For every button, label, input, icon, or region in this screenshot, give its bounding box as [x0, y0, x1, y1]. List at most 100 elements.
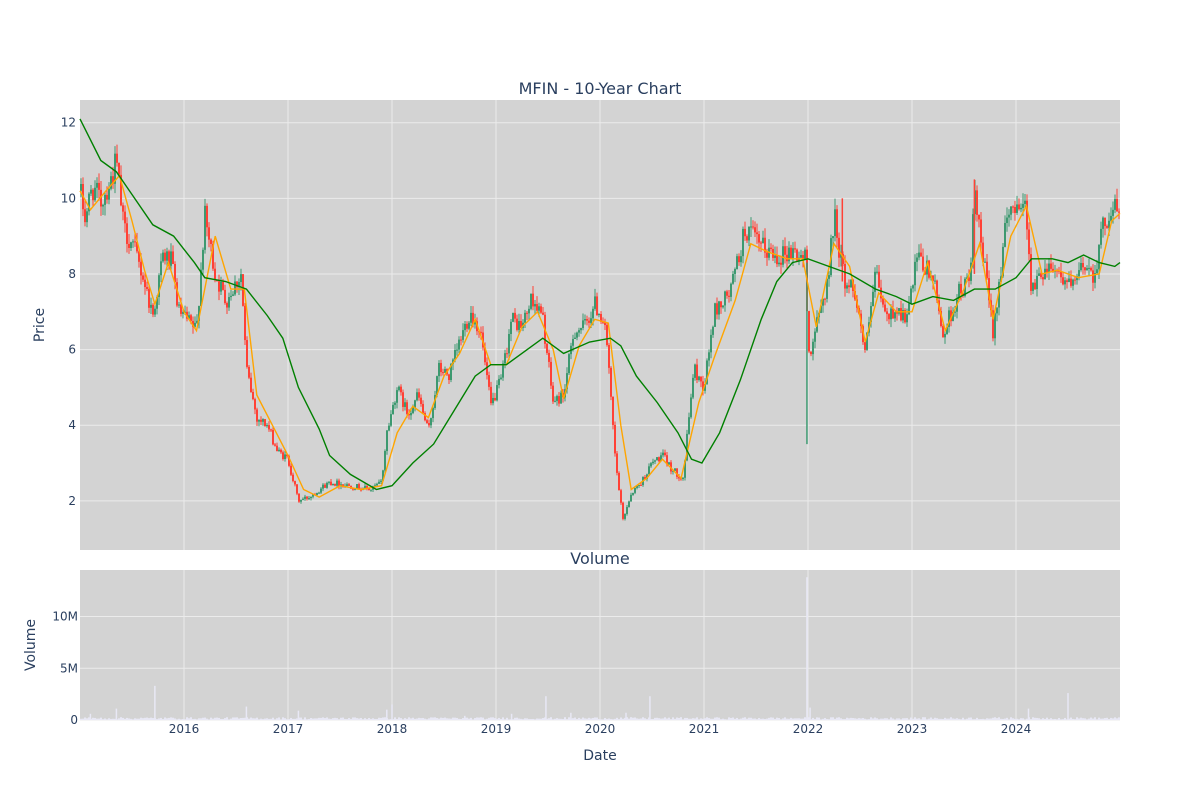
candle-body	[592, 308, 594, 319]
volume-bar	[516, 717, 518, 720]
volume-bar	[894, 719, 896, 720]
volume-bar	[522, 719, 524, 720]
volume-bar	[406, 718, 408, 720]
volume-bar	[924, 717, 926, 720]
candle-body	[870, 306, 872, 323]
volume-bar	[828, 719, 830, 720]
candle-body	[866, 332, 868, 350]
candle-body	[1114, 198, 1116, 210]
volume-bar	[296, 718, 298, 720]
candle-body	[232, 294, 234, 296]
volume-bar	[1054, 718, 1056, 720]
volume-bar	[664, 717, 666, 720]
volume-bar	[584, 718, 586, 720]
candle-body	[774, 255, 776, 258]
candle-body	[268, 425, 270, 430]
candle-body	[1034, 282, 1036, 290]
candle-body	[1062, 277, 1064, 285]
candle-body	[346, 484, 348, 486]
volume-y-tick-labels: 0 5M 10M	[52, 610, 78, 727]
candle-body	[608, 344, 610, 368]
candle-body	[1070, 278, 1072, 286]
candle-body	[182, 312, 184, 314]
volume-bar	[260, 718, 262, 720]
volume-bar	[534, 719, 536, 720]
candle-body	[204, 205, 206, 250]
volume-bar	[186, 717, 188, 720]
candle-body	[444, 369, 446, 373]
candle-body	[952, 312, 954, 322]
candle-body	[164, 252, 166, 261]
candle-body	[1092, 270, 1094, 283]
candle-body	[950, 310, 952, 322]
volume-bar	[292, 718, 294, 720]
volume-bar	[704, 718, 706, 720]
volume-bar	[1098, 717, 1100, 720]
candle-body	[298, 493, 300, 502]
volume-bar	[102, 719, 104, 720]
volume-bar	[1072, 718, 1074, 720]
volume-bar	[222, 719, 224, 720]
candle-body	[480, 331, 482, 333]
volume-bar	[194, 718, 196, 720]
candle-body	[688, 417, 690, 434]
candle-body	[380, 480, 382, 482]
candle-body	[908, 303, 910, 315]
volume-bar	[330, 718, 332, 720]
volume-bar	[760, 718, 762, 720]
candle-body	[846, 285, 848, 289]
volume-bar	[158, 718, 160, 720]
candle-body	[1074, 279, 1076, 281]
candle-body	[1094, 273, 1096, 283]
volume-bar	[1002, 718, 1004, 720]
candle-body	[1024, 200, 1026, 204]
volume-bar	[698, 719, 700, 720]
volume-bar	[220, 718, 222, 720]
price-y-tick-3: 8	[68, 267, 76, 281]
candle-body	[128, 243, 130, 249]
volume-bar	[570, 712, 572, 720]
volume-bar	[108, 718, 110, 720]
candle-body	[162, 252, 164, 262]
candle-body	[156, 296, 158, 309]
candle-body	[144, 279, 146, 288]
volume-bar	[726, 719, 728, 720]
volume-bar	[578, 717, 580, 720]
volume-bar	[598, 719, 600, 720]
volume-bar	[732, 717, 734, 720]
candle-body	[560, 392, 562, 404]
volume-bar	[798, 718, 800, 720]
candle-body	[1088, 267, 1090, 269]
candle-body	[670, 462, 672, 472]
candle-body	[784, 246, 786, 255]
volume-bar	[512, 719, 514, 720]
volume-bar	[830, 717, 832, 720]
volume-bar	[322, 717, 324, 720]
candle-body	[972, 214, 974, 263]
candle-body	[528, 308, 530, 314]
candle-body	[714, 303, 716, 327]
volume-bar	[530, 719, 532, 720]
volume-bar	[848, 718, 850, 720]
volume-bar	[1112, 718, 1114, 720]
volume-bar	[324, 718, 326, 720]
candle-body	[308, 498, 310, 500]
volume-bar	[688, 718, 690, 720]
candle-body	[376, 483, 378, 486]
candle-body	[234, 281, 236, 295]
volume-bar	[462, 718, 464, 720]
candle-body	[222, 281, 224, 290]
volume-bar	[638, 718, 640, 720]
candle-body	[716, 303, 718, 315]
candle-body	[580, 328, 582, 331]
candle-body	[296, 484, 298, 494]
volume-bar	[958, 718, 960, 720]
candle-body	[604, 322, 606, 326]
candle-body	[730, 283, 732, 297]
volume-bar	[414, 718, 416, 720]
candle-body	[412, 407, 414, 413]
candle-body	[898, 308, 900, 314]
volume-bar	[868, 719, 870, 720]
volume-bar	[382, 717, 384, 720]
volume-bar	[94, 717, 96, 720]
